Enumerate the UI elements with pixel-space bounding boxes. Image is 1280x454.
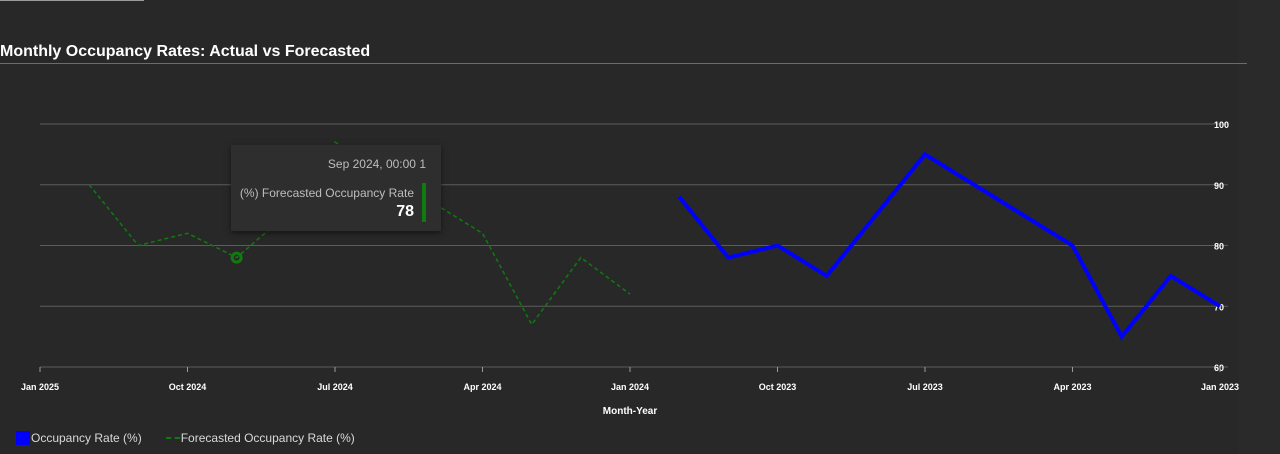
top-tab-indicator [0,0,144,1]
y-tick-label: 60 [1214,363,1224,373]
tooltip-series-name: (%) Forecasted Occupancy Rate [239,186,414,200]
x-tick-label: Jan 2023 [1201,382,1239,392]
forecast-data-point[interactable] [186,231,190,235]
chart-panel [0,0,1239,454]
legend-swatch-forecast [165,437,180,439]
x-tick-label: Jul 2023 [907,382,943,392]
forecast-data-point[interactable] [136,244,140,248]
x-axis-ticks: Jan 2025 Oct 2024 Jul 2024 Apr 2024 Jan 2024… [21,367,1239,392]
forecast-data-point[interactable] [481,231,485,235]
forecast-data-point[interactable] [333,140,337,144]
actual-data-point[interactable] [923,152,927,156]
actual-data-point[interactable] [1120,335,1124,339]
x-tick-label: Apr 2023 [1053,382,1091,392]
x-tick-label: Apr 2024 [463,382,501,392]
legend-swatch-actual [16,431,30,445]
tooltip-value: 78 [396,203,414,220]
forecast-data-point[interactable] [530,322,534,326]
tooltip-color-bar [422,183,426,222]
legend: Occupancy Rate (%) Forecasted Occupancy … [16,431,379,445]
chart-title: Monthly Occupancy Rates: Actual vs Forec… [0,43,371,60]
x-tick-label: Jul 2024 [317,382,353,392]
title-divider [0,63,1239,64]
x-tick-label: Jan 2024 [611,382,649,392]
actual-data-point[interactable] [825,274,829,278]
series-lines [88,141,1222,341]
y-tick-label: 90 [1214,181,1224,191]
actual-data-point[interactable] [1218,304,1222,308]
forecast-series-line[interactable] [88,141,631,326]
x-tick-label: Jan 2025 [21,382,59,392]
tooltip-date: Sep 2024, 00:00 1 [327,157,426,171]
highlighted-point[interactable] [230,251,243,264]
y-tick-label: 100 [1214,120,1229,130]
forecast-data-point[interactable] [235,256,239,260]
actual-data-point[interactable] [726,256,730,260]
series-markers [87,140,1222,339]
forecast-data-point[interactable] [628,292,632,296]
y-axis-ticks: 60708090100 [1214,120,1229,373]
x-tick-label: Oct 2024 [169,382,207,392]
x-tick-label: Oct 2023 [759,382,797,392]
x-axis-label: Month-Year [603,406,658,417]
legend-label-forecast: Forecasted Occupancy Rate (%) [180,431,355,445]
actual-data-point[interactable] [1071,244,1075,248]
legend-item-forecast[interactable]: Forecasted Occupancy Rate (%) [165,431,355,445]
actual-data-point[interactable] [776,244,780,248]
actual-data-point[interactable] [677,195,681,199]
actual-data-point[interactable] [1169,274,1173,278]
forecast-data-point[interactable] [579,256,583,260]
actual-series-line[interactable] [677,151,1222,341]
tooltip: Sep 2024, 00:00 1 (%) Forecasted Occupan… [231,145,441,231]
legend-item-actual[interactable]: Occupancy Rate (%) [16,431,142,445]
y-tick-label: 80 [1214,242,1224,252]
grid-lines [40,123,1228,368]
forecast-data-point[interactable] [87,183,91,187]
title-divider-stub [1239,63,1247,64]
legend-label-actual: Occupancy Rate (%) [31,431,142,445]
